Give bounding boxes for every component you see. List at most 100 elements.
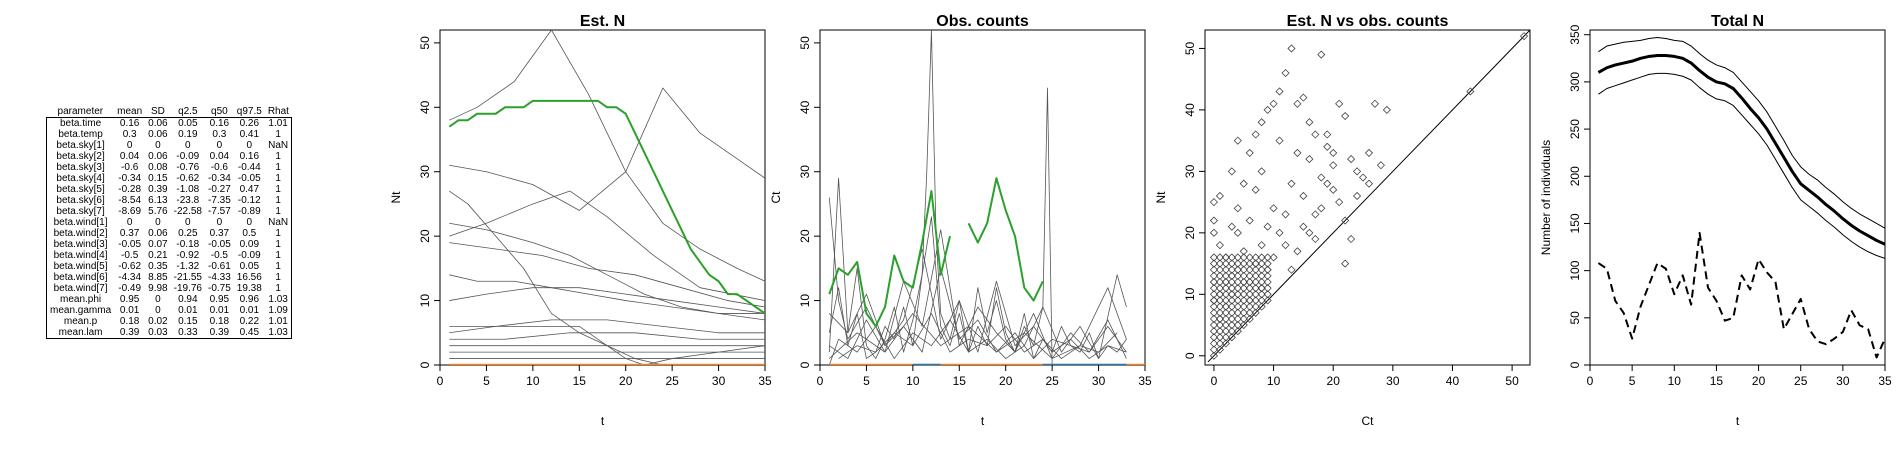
table-cell-q2-5: -0.18: [176, 239, 200, 250]
scatter-point: [1209, 333, 1219, 342]
table-cell-q2-5: 0.15: [178, 316, 198, 327]
table-row: mean.p 0.18 0.02 0.15 0.18 0.22 1.01: [47, 316, 292, 327]
header-q97-5: q97.5: [236, 106, 262, 117]
table-cell-mean: -0.49: [118, 283, 142, 294]
scatter-point: [1257, 118, 1266, 127]
table-cell-rhat: 1: [275, 151, 281, 162]
plot-frame: [1589, 29, 1886, 366]
scatter-point: [1305, 155, 1314, 164]
scatter-point: [1209, 265, 1219, 274]
y-tick-label: 50: [798, 36, 812, 50]
y-tick-label: 20: [418, 229, 432, 243]
scatter-point: [1263, 105, 1272, 114]
table-cell-q2-5: 0: [185, 217, 191, 228]
table-cell-q97-5: 0: [246, 217, 253, 228]
y-tick-label: 150: [1568, 213, 1582, 233]
scatter-point: [1317, 173, 1326, 182]
scatter-point: [1245, 314, 1254, 323]
y-tick-label: 350: [1568, 24, 1582, 44]
table-cell-q97-5: 19.38: [236, 283, 262, 294]
table-cell-mean: -0.5: [121, 250, 139, 261]
scatter-point: [1323, 179, 1332, 188]
table-cell-rhat: 1: [275, 239, 281, 250]
table-cell-sd: 0.21: [148, 250, 168, 261]
scatter-point: [1227, 253, 1236, 262]
scatter-point: [1239, 302, 1248, 311]
table-cell-q97-5: 0: [246, 140, 253, 151]
scatter-point: [1269, 204, 1278, 213]
series-line-h6: [449, 274, 765, 314]
table-cell-q2-5: -0.62: [176, 173, 200, 184]
table-cell-mean: -0.28: [118, 184, 142, 195]
table-row: beta.wind[2] 0.37 0.06 0.25 0.37 0.5 1: [47, 228, 292, 239]
scatter-point: [1382, 105, 1391, 114]
table-cell-q50: 0.37: [209, 228, 230, 239]
scatter-point: [1233, 277, 1242, 287]
scatter-point: [1311, 234, 1320, 244]
scatter-point: [1269, 99, 1278, 108]
scatter-point: [1227, 314, 1236, 323]
scatter-point: [1215, 265, 1224, 274]
table-cell-q50: 0.18: [209, 316, 230, 327]
table-cell-q97-5: 0.41: [239, 129, 260, 140]
scatter-point: [1317, 204, 1326, 213]
scatter-point: [1293, 247, 1302, 256]
scatter-point: [1221, 296, 1230, 305]
scatter-point: [1209, 284, 1219, 293]
scatter-point: [1251, 130, 1260, 139]
scatter-point: [1245, 259, 1254, 268]
x-tick-label: 10: [1267, 374, 1281, 388]
x-tick-label: 20: [1327, 374, 1341, 388]
table-cell-rhat: 1: [275, 129, 281, 140]
scatter-point: [1215, 284, 1224, 293]
scatter-point: [1233, 136, 1242, 145]
scatter-point: [1239, 296, 1248, 305]
table-cell-q50: 0.95: [209, 294, 230, 305]
table-cell-parameter: beta.wind[4]: [53, 250, 108, 261]
scatter-point: [1263, 253, 1272, 262]
chart-panel-1: Est. N 0 5 10 15 20 25 30 35 0 10 20 30 40 50 t Nt: [389, 13, 772, 428]
scatter-point: [1233, 320, 1242, 330]
table-cell-mean: 0.16: [119, 118, 140, 129]
table-cell-q2-5: 0.94: [178, 294, 198, 305]
table-cell-mean: 0.04: [119, 151, 140, 162]
table-cell-rhat: 1: [275, 162, 281, 173]
plot-frame: [1204, 29, 1531, 366]
y-tick-label: 50: [418, 36, 432, 50]
table-body: beta.time 0.16 0.06 0.05 0.16 0.26 1.01 beta.te…: [46, 117, 292, 339]
table-cell-sd: 0.39: [148, 184, 168, 195]
table-cell-mean: -0.6: [121, 162, 139, 173]
scatter-point: [1245, 148, 1254, 158]
y-tick-label: 10: [1183, 287, 1197, 301]
table-cell-q50: 0.3: [212, 129, 227, 140]
scatter-point: [1317, 50, 1326, 59]
table-cell-mean: 0.95: [119, 294, 140, 305]
header-parameter: parameter: [57, 106, 104, 117]
table-cell-mean: -8.54: [118, 195, 142, 206]
x-tick-label: 10: [526, 374, 540, 388]
scatter-point: [1209, 253, 1219, 262]
scatter-point: [1364, 179, 1374, 188]
table-cell-q2-5: 0.05: [178, 118, 198, 129]
plot-area: [1207, 30, 1530, 363]
x-tick-label: 30: [1386, 374, 1400, 388]
table-cell-rhat: 1: [275, 173, 281, 184]
table-cell-rhat: 1.03: [268, 327, 288, 338]
x-tick-label: 15: [953, 374, 967, 388]
x-tick-label: 35: [1878, 374, 1892, 388]
table-cell-mean: 0.3: [122, 129, 137, 140]
scatter-point: [1233, 253, 1242, 262]
x-tick-label: 10: [1668, 374, 1682, 388]
scatter-point: [1209, 351, 1219, 360]
scatter-point: [1245, 271, 1254, 280]
scatter-point: [1221, 259, 1230, 268]
scatter-point: [1215, 314, 1224, 323]
table-cell-rhat: 1: [275, 250, 281, 261]
table-cell-q2-5: -19.76: [173, 283, 202, 294]
scatter-point: [1221, 308, 1230, 317]
scatter-point: [1215, 191, 1224, 201]
scatter-point: [1209, 339, 1219, 348]
chart-panel-3: Est. N vs obs. counts 0 10 20 30 40 50 0 10 20 30 4…: [1154, 13, 1531, 428]
x-tick-label: 15: [1710, 374, 1724, 388]
